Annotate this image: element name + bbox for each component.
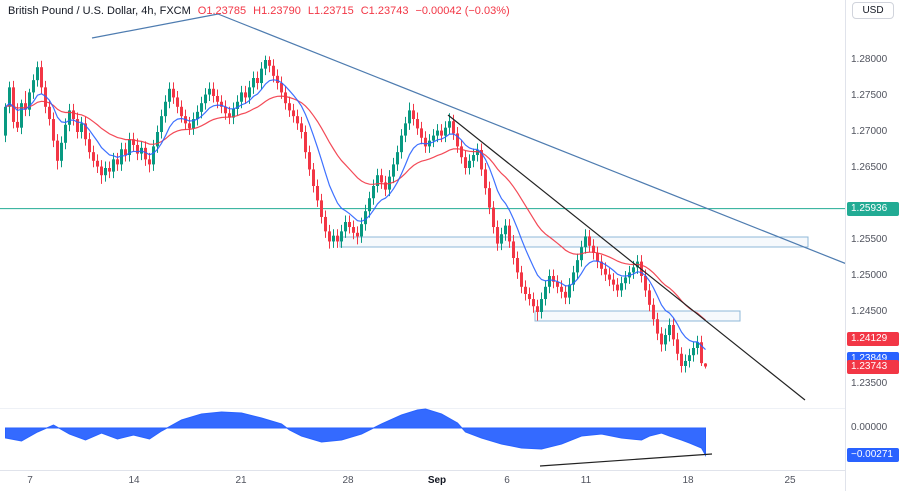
time-tick: 25 [784,475,796,486]
ma-slow-line[interactable] [5,95,706,321]
time-tick: 11 [580,475,592,486]
price-tick: 1.28000 [851,53,888,65]
change-value: −0.00042 (−0.03%) [415,5,510,17]
price-tick: 1.25500 [851,233,888,245]
trendline-drawing[interactable] [91,13,219,39]
time-tick: 18 [682,475,694,486]
rectangle-drawing[interactable] [339,236,809,248]
price-tick: 1.26500 [851,161,888,173]
currency-unit-button[interactable]: USD [852,2,894,19]
indicator-trendline-drawing[interactable] [539,453,713,467]
candles-layer [4,55,707,373]
indicator-value-label: −0.00271 [847,448,899,463]
price-tick: 1.24500 [851,305,888,317]
time-tick: 14 [128,475,140,486]
trendline-drawing[interactable] [217,13,845,284]
chart-legend: British Pound / U.S. Dollar, 4h, FXCM O1… [0,0,510,22]
ma-fast-line[interactable] [5,79,706,351]
price-scale[interactable]: USD 1.28000 1.27500 1.27000 1.26500 1.25500 1… [845,0,900,491]
pane-separator [0,408,845,409]
symbol-title[interactable]: British Pound / U.S. Dollar, 4h, FXCM [8,5,191,17]
time-tick: 21 [235,475,247,486]
ohlc-high: H1.23790 [253,5,301,17]
price-tick: 1.25000 [851,269,888,281]
price-pane[interactable] [0,0,845,408]
trendline-drawing[interactable] [447,114,806,401]
last-price-label: 1.23743 [847,359,899,374]
ma-slow-price-label: 1.24129 [847,331,899,346]
time-tick: 7 [27,475,33,486]
time-scale[interactable]: 7 14 21 28 Sep 6 11 18 25 [0,470,845,491]
ohlc-close: C1.23743 [360,5,409,17]
time-tick: 6 [504,475,510,486]
ohlc-open: O1.23785 [197,5,247,17]
time-tick: Sep [427,475,447,486]
rectangle-drawing[interactable] [534,310,741,322]
hline-price-label: 1.25936 [847,201,899,216]
ohlc-low: L1.23715 [307,5,354,17]
price-tick: 1.27000 [851,125,888,137]
indicator-zero-label: 0.00000 [851,422,888,433]
indicator-area[interactable] [5,408,706,458]
time-tick: 28 [342,475,354,486]
price-tick: 1.27500 [851,89,888,101]
indicator-pane[interactable] [0,408,845,470]
price-tick: 1.23500 [851,377,888,389]
